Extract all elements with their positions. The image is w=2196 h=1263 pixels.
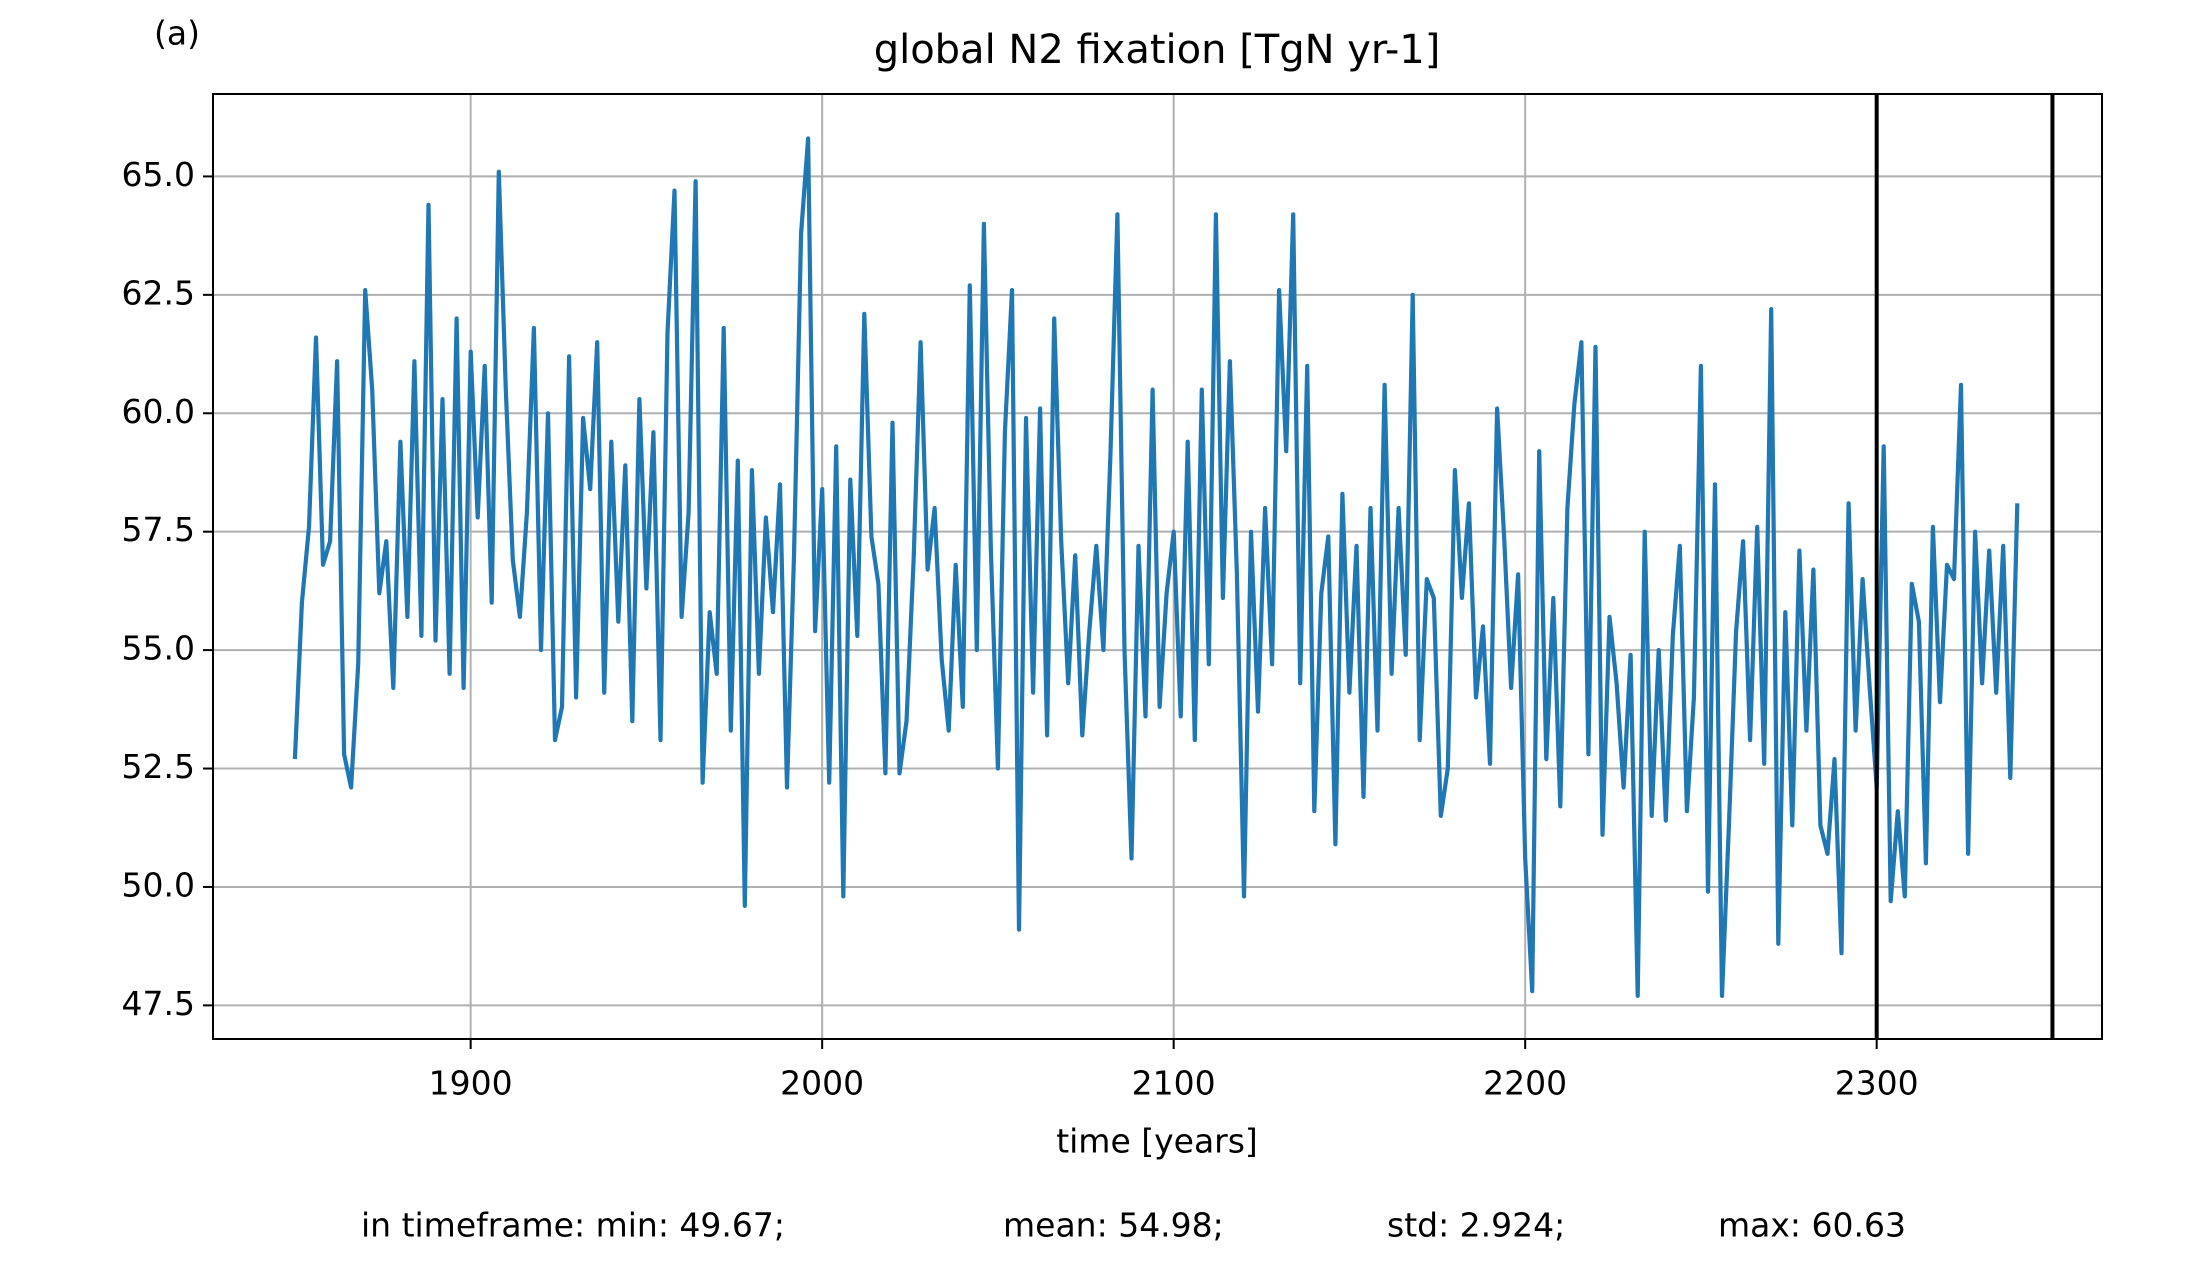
data-line <box>292 136 2020 998</box>
y-tick-label: 52.5 <box>122 747 195 786</box>
x-tick-label: 2300 <box>1835 1064 1919 1103</box>
plot-frame <box>212 93 2103 1040</box>
y-tick-label: 50.0 <box>122 865 195 904</box>
stats-text: mean: 54.98; <box>1003 1206 1224 1245</box>
y-tick-label: 55.0 <box>122 629 195 668</box>
chart-title: global N2 fixation [TgN yr-1] <box>874 27 1441 73</box>
panel-label: (a) <box>154 14 200 53</box>
stats-text: std: 2.924; <box>1387 1206 1565 1245</box>
stats-text: in timeframe: min: 49.67; <box>361 1206 785 1245</box>
x-tick-label: 2200 <box>1483 1064 1567 1103</box>
y-tick-label: 65.0 <box>122 155 195 194</box>
y-tick-label: 47.5 <box>122 984 195 1023</box>
y-tick-label: 60.0 <box>122 392 195 431</box>
x-tick-label: 2100 <box>1132 1064 1216 1103</box>
y-tick-label: 57.5 <box>122 510 195 549</box>
x-axis-label: time [years] <box>1056 1122 1258 1161</box>
x-tick-label: 2000 <box>780 1064 864 1103</box>
x-tick-label: 1900 <box>429 1064 513 1103</box>
y-tick-label: 62.5 <box>122 273 195 312</box>
stats-text: max: 60.63 <box>1718 1206 1906 1245</box>
